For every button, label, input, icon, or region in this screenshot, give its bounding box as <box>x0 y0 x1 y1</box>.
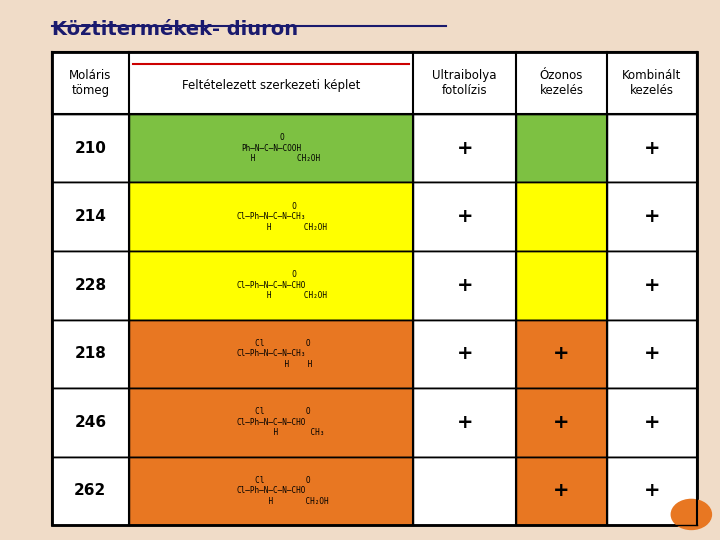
Bar <box>129 320 413 388</box>
Text: +: + <box>456 207 473 226</box>
Bar <box>413 114 516 183</box>
Bar <box>129 114 413 183</box>
Bar <box>129 457 413 525</box>
Bar <box>52 52 697 525</box>
Bar <box>607 114 697 183</box>
Text: +: + <box>644 207 660 226</box>
Bar <box>52 251 129 320</box>
Bar <box>52 388 129 457</box>
Bar <box>413 183 516 251</box>
Bar <box>52 457 129 525</box>
Bar <box>413 388 516 457</box>
Text: 218: 218 <box>74 346 107 361</box>
Text: 228: 228 <box>74 278 107 293</box>
Text: Cl         O
Cl—Ph—N—C—N—CH₃
            H    H: Cl O Cl—Ph—N—C—N—CH₃ H H <box>230 339 312 369</box>
Bar <box>607 183 697 251</box>
Bar <box>516 183 607 251</box>
Bar <box>52 320 129 388</box>
Text: Ultraibolya
fotolízis: Ultraibolya fotolízis <box>433 69 497 97</box>
Text: Kombinált
kezelés: Kombinált kezelés <box>622 69 682 97</box>
Text: O
Ph—N—C—N—COOH
      H         CH₂OH: O Ph—N—C—N—COOH H CH₂OH <box>222 133 320 163</box>
Bar <box>516 457 607 525</box>
Bar <box>52 114 129 183</box>
Text: 262: 262 <box>74 483 107 498</box>
Bar <box>516 320 607 388</box>
Text: Köztitermékek- diuron: Köztitermékek- diuron <box>52 20 297 39</box>
Text: Ózonos
kezelés: Ózonos kezelés <box>539 69 583 97</box>
Bar <box>516 114 607 183</box>
Text: Cl         O
Cl—Ph—N—C—N—CHO
            H       CH₂OH: Cl O Cl—Ph—N—C—N—CHO H CH₂OH <box>213 476 329 506</box>
Text: +: + <box>644 413 660 432</box>
Bar <box>413 457 516 525</box>
Text: +: + <box>644 276 660 295</box>
Text: Moláris
tömeg: Moláris tömeg <box>69 69 112 97</box>
Bar <box>129 251 413 320</box>
Text: Cl         O
Cl—Ph—N—C—N—CHO
            H       CH₃: Cl O Cl—Ph—N—C—N—CHO H CH₃ <box>218 408 324 437</box>
Bar <box>516 388 607 457</box>
Text: O
Cl—Ph—N—C—N—CH₃
           H       CH₂OH: O Cl—Ph—N—C—N—CH₃ H CH₂OH <box>215 202 327 232</box>
Text: 246: 246 <box>74 415 107 430</box>
Bar <box>52 183 129 251</box>
Bar <box>516 251 607 320</box>
Text: +: + <box>644 481 660 501</box>
Text: +: + <box>553 413 570 432</box>
Text: +: + <box>456 413 473 432</box>
Bar <box>413 251 516 320</box>
Bar <box>52 52 697 114</box>
Bar <box>129 183 413 251</box>
Text: +: + <box>456 276 473 295</box>
Text: +: + <box>644 345 660 363</box>
Text: 214: 214 <box>74 209 107 224</box>
Bar <box>607 320 697 388</box>
Text: +: + <box>456 345 473 363</box>
Bar <box>607 388 697 457</box>
Text: +: + <box>553 345 570 363</box>
Bar <box>607 251 697 320</box>
Text: +: + <box>644 139 660 158</box>
Text: Feltételezett szerkezeti képlet: Feltételezett szerkezeti képlet <box>182 79 360 92</box>
Bar <box>607 457 697 525</box>
Bar <box>129 388 413 457</box>
Text: +: + <box>553 481 570 501</box>
Text: +: + <box>456 139 473 158</box>
Text: O
Cl—Ph—N—C—N—CHO
           H       CH₂OH: O Cl—Ph—N—C—N—CHO H CH₂OH <box>215 271 327 300</box>
Text: 210: 210 <box>74 140 107 156</box>
Circle shape <box>671 500 711 530</box>
Bar <box>413 320 516 388</box>
